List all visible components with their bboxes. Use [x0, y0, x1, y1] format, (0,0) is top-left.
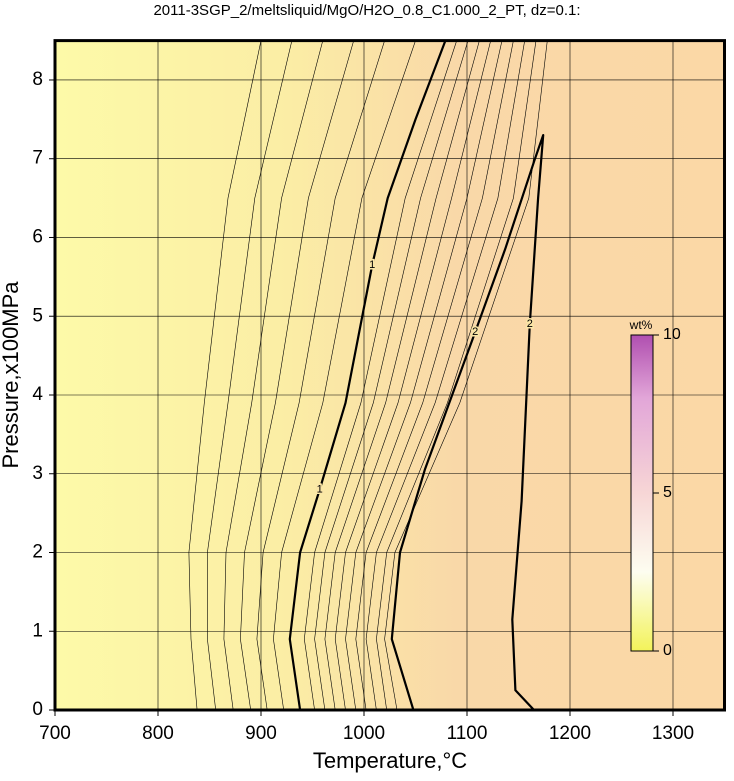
x-tick-label: 1000	[343, 723, 385, 744]
y-tick-label: 6	[32, 226, 43, 247]
contour-line	[314, 40, 469, 710]
y-tick-label: 1	[32, 620, 43, 641]
x-tick-label: 700	[39, 723, 71, 744]
y-tick-label: 3	[32, 463, 43, 484]
contour-line	[334, 40, 491, 710]
x-tick-label: 800	[142, 723, 174, 744]
contour-line	[345, 40, 503, 710]
grid	[54, 40, 725, 711]
contour-line	[223, 40, 324, 710]
contour-line	[390, 134, 545, 710]
contour-line	[376, 40, 537, 710]
y-axis-label: Pressure,x100MPa	[0, 281, 23, 469]
plot-background	[55, 40, 725, 710]
contour-line	[240, 40, 354, 710]
overlay: 700 800 900 1000 1100 1200 1300 0 1 2 3 4 5 6 7 8 1 1 2 2	[32, 39, 726, 744]
y-tick-label: 7	[32, 148, 43, 169]
x-axis-label: Temperature,°C	[313, 748, 467, 773]
contour-label: 2	[472, 326, 478, 338]
plot-frame	[53, 39, 726, 712]
y-tick-label: 2	[32, 542, 43, 563]
contour-label: 1	[317, 483, 323, 495]
contour-line	[273, 40, 416, 710]
contour-label: 2	[527, 318, 533, 330]
colorbar-label: wt%	[629, 318, 653, 332]
contours	[188, 40, 548, 710]
y-tick-label: 0	[32, 699, 43, 720]
contour-line	[384, 40, 548, 710]
colorbar-tick-label: 5	[663, 484, 672, 501]
x-tick-label: 900	[245, 723, 277, 744]
x-tick-label: 1300	[652, 723, 694, 744]
contour-line	[355, 40, 514, 710]
y-tick-label: 4	[32, 384, 43, 405]
contour-line	[256, 40, 385, 710]
contour-line	[304, 40, 457, 710]
chart-title: 2011-3SGP_2/meltsliquid/MgO/H2O_0.8_C1.0…	[153, 2, 580, 19]
y-tick-label: 5	[32, 305, 43, 326]
colorbar	[630, 334, 654, 652]
x-tick-label: 1100	[447, 723, 488, 744]
contour-label: 1	[369, 259, 375, 271]
contour-line	[324, 40, 480, 710]
contour-line	[207, 40, 293, 710]
x-tick-label: 1200	[549, 723, 591, 744]
colorbar-tick-label: 0	[663, 642, 672, 659]
colorbar-tick-label: 10	[663, 326, 681, 343]
y-tick-label: 8	[32, 69, 43, 90]
contour-line	[288, 40, 447, 710]
contour-line	[365, 40, 525, 710]
contour-line	[188, 40, 262, 710]
